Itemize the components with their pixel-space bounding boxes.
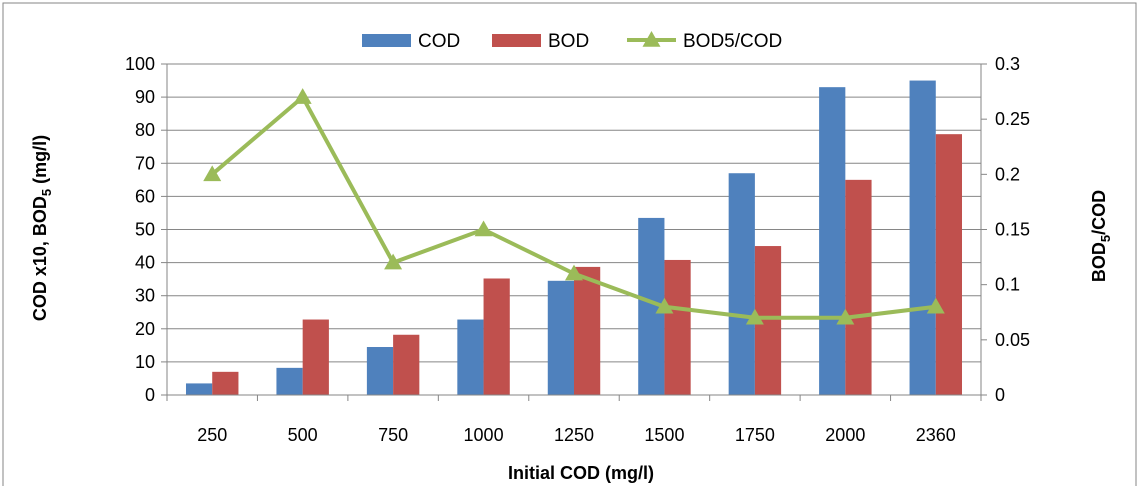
y2-tick-label: 0: [995, 385, 1005, 405]
y2-tick-label: 0.05: [995, 330, 1030, 350]
y-tick-label: 20: [135, 319, 155, 339]
ratio-marker-1000: [474, 220, 493, 237]
legend: COD BOD BOD5/COD: [362, 31, 782, 52]
y-tick-label: 10: [135, 352, 155, 372]
bar-cod-2000: [819, 87, 846, 396]
x-tick-label: 1750: [735, 425, 775, 445]
y-tick-label: 70: [135, 153, 155, 173]
x-tick-label: 1000: [464, 425, 504, 445]
bar-cod-1250: [547, 280, 574, 395]
y2-tick-label: 0.3: [995, 54, 1020, 74]
bars: [185, 80, 963, 396]
x-tick-label: 750: [378, 425, 408, 445]
y-tick-label: 50: [135, 220, 155, 240]
ratio-marker-2360: [926, 297, 945, 314]
bar-cod-2360: [909, 80, 936, 396]
bar-bod-1250: [574, 266, 601, 395]
legend-item-bod: BOD: [492, 31, 589, 52]
legend-swatch: [492, 34, 541, 47]
bar-bod-2360: [935, 134, 963, 395]
bar-bod-2000: [845, 179, 872, 395]
ratio-line: [203, 88, 945, 325]
legend-label: COD: [418, 31, 460, 52]
legend-label: BOD5/COD: [683, 31, 782, 52]
x-tick-label: 1250: [554, 425, 594, 445]
y2-axis-title: BOD5/COD: [1089, 190, 1113, 282]
ratio-marker-1250: [565, 264, 583, 281]
bar-cod-500: [276, 367, 303, 395]
x-tick-label: 2360: [916, 425, 956, 445]
x-tick-label: 250: [197, 425, 227, 445]
x-tick-label: 1500: [644, 425, 684, 445]
x-axis-title: Initial COD (mg/l): [508, 463, 654, 483]
y-tick-label: 0: [145, 385, 155, 405]
ratio-marker-1750: [745, 308, 764, 325]
bar-cod-250: [185, 383, 213, 395]
legend-swatch: [362, 34, 411, 47]
y-tick-label: 100: [125, 54, 155, 74]
tick-labels: 010203040506070809010000.050.10.150.20.2…: [125, 54, 1030, 445]
legend-marker: [642, 31, 661, 47]
y2-tick-label: 0.2: [995, 164, 1020, 184]
y-tick-label: 90: [135, 87, 155, 107]
axes: [161, 63, 987, 401]
bar-bod-250: [212, 371, 239, 395]
y2-tick-label: 0.25: [995, 109, 1030, 129]
bar-cod-750: [366, 347, 394, 395]
ratio-marker-750: [384, 253, 403, 270]
legend-label: BOD: [548, 31, 589, 52]
ratio-marker-250: [203, 165, 222, 182]
y-tick-label: 80: [135, 120, 155, 140]
bar-bod-750: [393, 334, 420, 395]
bar-cod-1000: [457, 319, 484, 395]
y-tick-label: 30: [135, 286, 155, 306]
legend-item-bod5-cod: BOD5/COD: [627, 31, 782, 52]
x-tick-label: 2000: [825, 425, 865, 445]
ratio-marker-2000: [836, 308, 855, 325]
y-tick-label: 60: [135, 186, 155, 206]
bar-bod-1500: [664, 259, 691, 395]
legend-item-cod: COD: [362, 31, 460, 52]
bar-bod-500: [302, 319, 329, 395]
y-tick-label: 40: [135, 253, 155, 273]
x-tick-label: 500: [288, 425, 318, 445]
ratio-marker-500: [293, 88, 312, 104]
y-axis-title: COD x10, BOD5 (mg/l): [30, 135, 54, 321]
bar-cod-1750: [728, 173, 755, 395]
ratio-marker-1500: [655, 297, 674, 314]
bar-bod-1000: [483, 278, 510, 395]
y2-tick-label: 0.15: [995, 220, 1030, 240]
y2-tick-label: 0.1: [995, 275, 1020, 295]
